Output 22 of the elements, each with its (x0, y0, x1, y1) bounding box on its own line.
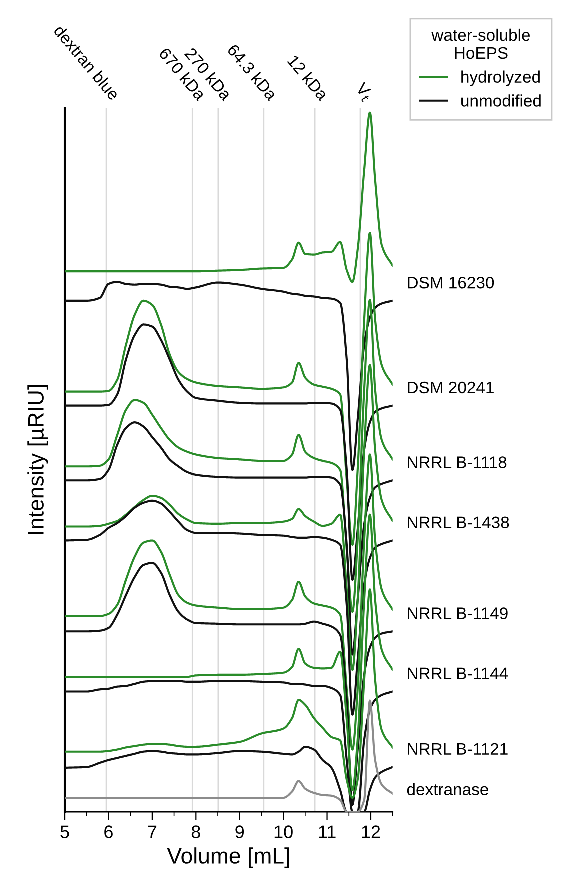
x-tick-label: 10 (274, 826, 293, 838)
legend-title: water-soluble HoEPS (432, 28, 530, 60)
text: NRRL B-1438 (408, 516, 510, 529)
text: DSM 20241 (408, 382, 494, 394)
x-tick-label: 5 (60, 826, 70, 838)
x-tick-label: 12 (362, 826, 380, 838)
text: NRRL B-1118 (408, 456, 507, 468)
x-tick-label: 6 (104, 826, 113, 838)
ref-line-label: V$_{t}$ (353, 82, 375, 104)
text: DSM 16230 (408, 276, 494, 289)
legend-label: unmodified (462, 94, 541, 107)
x-tick-label: 9 (236, 826, 244, 838)
x-tick-label: 11 (319, 826, 336, 838)
x-tick-label: 8 (192, 826, 200, 838)
text: NRRL B-1144 (408, 668, 508, 680)
text: NRRL B-1121 (408, 743, 508, 755)
x-tick-label: 7 (148, 826, 157, 838)
x-axis-title: Volume [mL] (167, 848, 290, 868)
text: dextranase (407, 783, 488, 796)
y-axis-title: Intensity [µRIU] (28, 385, 48, 534)
text: NRRL B-1149 (408, 608, 508, 620)
legend-label: hydrolyzed (462, 70, 540, 86)
